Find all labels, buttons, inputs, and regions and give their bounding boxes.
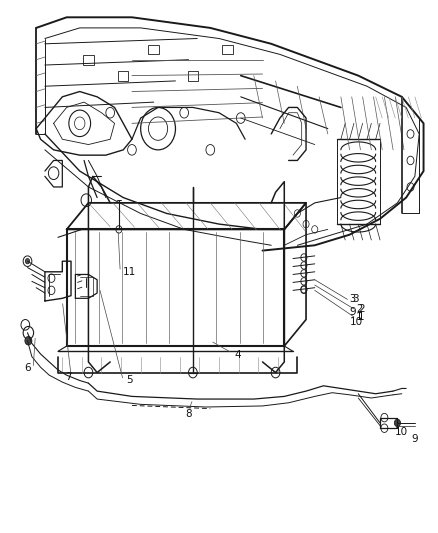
Text: 2: 2 bbox=[358, 304, 365, 314]
Text: 1: 1 bbox=[358, 312, 365, 322]
Text: 11: 11 bbox=[122, 267, 136, 277]
Text: 9: 9 bbox=[411, 434, 418, 444]
Text: 8: 8 bbox=[185, 409, 192, 419]
Circle shape bbox=[394, 419, 400, 426]
Text: 10: 10 bbox=[350, 317, 363, 327]
Bar bbox=[148, 45, 159, 54]
Text: 7: 7 bbox=[66, 372, 72, 382]
Text: 5: 5 bbox=[127, 375, 133, 385]
Circle shape bbox=[25, 259, 30, 264]
Text: 9: 9 bbox=[350, 306, 356, 317]
Bar bbox=[187, 71, 198, 81]
Bar bbox=[223, 45, 233, 54]
Text: 1: 1 bbox=[356, 312, 362, 322]
Bar bbox=[118, 71, 128, 81]
Text: 10: 10 bbox=[395, 427, 408, 437]
Circle shape bbox=[25, 336, 32, 345]
Text: 4: 4 bbox=[234, 350, 241, 360]
Text: 2: 2 bbox=[356, 304, 362, 314]
Text: 3: 3 bbox=[350, 294, 356, 304]
Text: 3: 3 bbox=[352, 294, 358, 304]
Text: 6: 6 bbox=[24, 364, 31, 373]
Bar bbox=[83, 55, 94, 65]
